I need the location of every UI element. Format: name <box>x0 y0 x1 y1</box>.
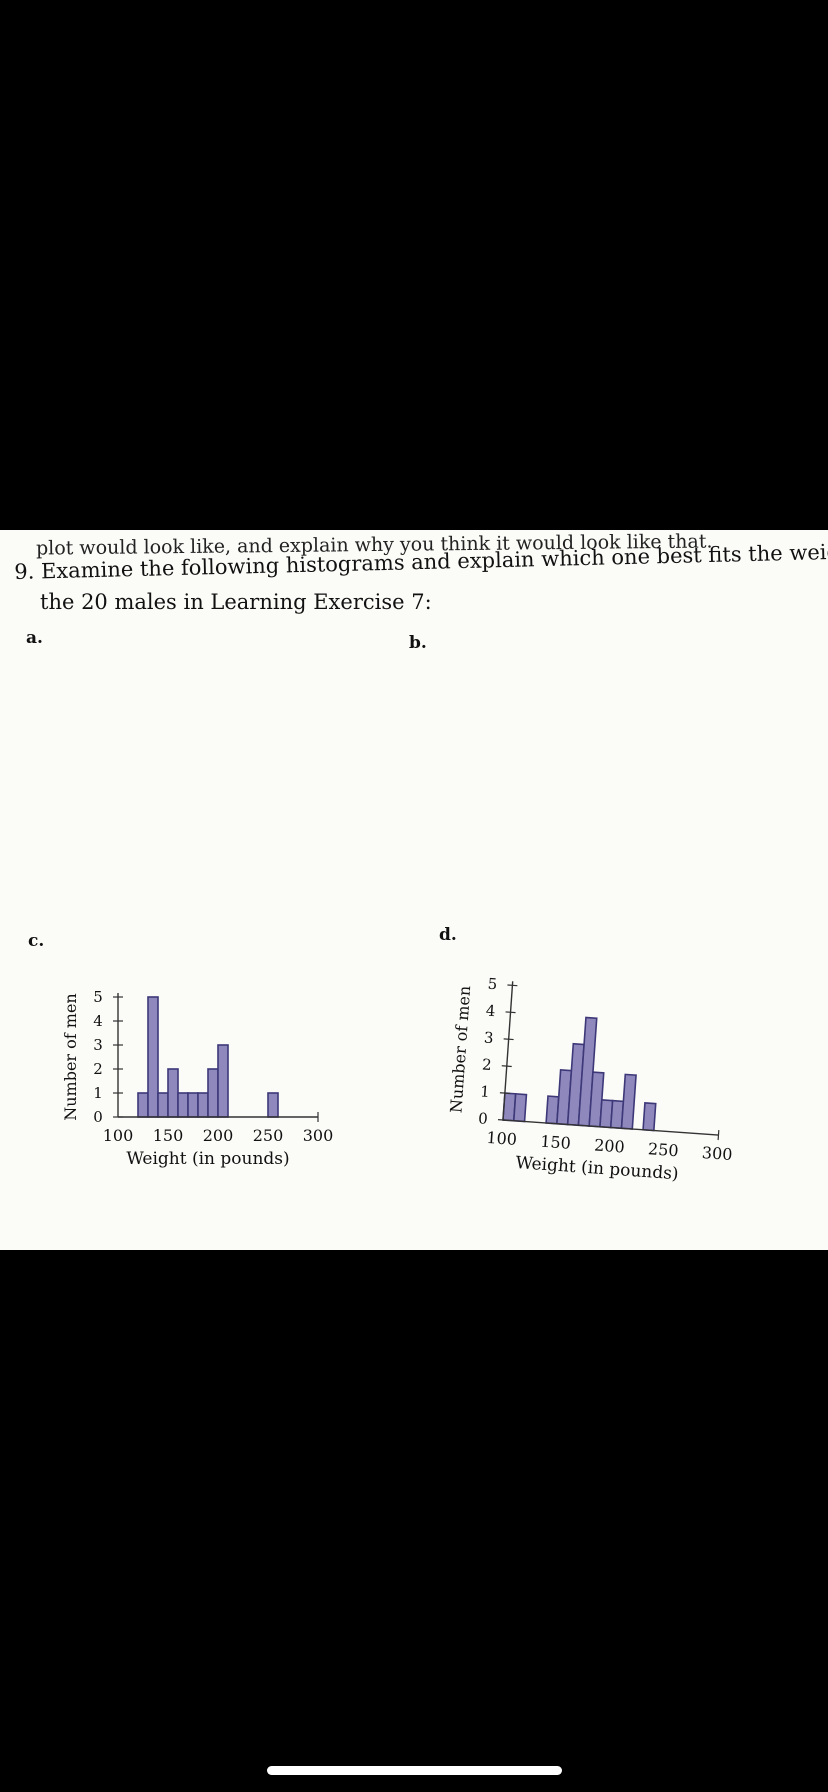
histogram-bar <box>512 1092 528 1123</box>
x-axis <box>502 1119 719 1136</box>
x-tick-label: 200 <box>203 1126 234 1145</box>
y-tick <box>499 1092 510 1095</box>
x-tick-label: 100 <box>486 1128 518 1149</box>
x-tick-label: 300 <box>701 1143 733 1164</box>
histogram-bar <box>177 1092 189 1118</box>
histogram-bar <box>217 1044 229 1118</box>
y-tick-label: 1 <box>480 1082 491 1101</box>
x-tick-label: 300 <box>303 1126 334 1145</box>
y-tick-label: 2 <box>481 1055 492 1074</box>
panel-label: d. <box>439 925 457 945</box>
y-tick <box>507 984 518 987</box>
y-tick-label: 1 <box>93 1084 103 1102</box>
histogram-bar <box>187 1092 199 1118</box>
y-tick <box>503 1038 514 1041</box>
question-number: 9. <box>14 559 35 584</box>
panel-label: c. <box>28 931 44 951</box>
y-tick-label: 3 <box>93 1036 103 1054</box>
y-tick <box>501 1065 512 1068</box>
x-tick-label: 150 <box>153 1126 184 1145</box>
y-tick-label: 5 <box>93 988 103 1006</box>
x-tick-label: 100 <box>103 1126 134 1145</box>
y-tick-label: 0 <box>93 1108 103 1126</box>
y-axis-label: Number of men <box>61 993 80 1121</box>
y-axis-label: Number of men <box>446 985 474 1114</box>
histogram-bar <box>157 1092 169 1118</box>
panel-label: a. <box>26 628 43 648</box>
y-tick <box>497 1119 509 1121</box>
histogram-bar <box>207 1068 219 1118</box>
histogram-bar <box>147 996 159 1118</box>
histogram-3: 0 1 2 3 4 5 100 150 200 250 300 Weight (in pounds) N… <box>61 988 333 1169</box>
histogram-bar <box>642 1102 657 1132</box>
y-tick-label: 0 <box>478 1109 489 1128</box>
y-tick-label: 5 <box>487 975 498 994</box>
home-indicator[interactable] <box>267 1766 562 1775</box>
x-axis-label: Weight (in pounds) <box>126 1149 289 1169</box>
y-axis <box>502 981 514 1121</box>
histogram-bar <box>167 1068 179 1118</box>
y-tick-label: 3 <box>483 1028 494 1047</box>
y-tick-label: 2 <box>93 1060 103 1078</box>
question-9-line-2: the 20 males in Learning Exercise 7: <box>40 590 432 614</box>
y-tick <box>505 1011 516 1014</box>
histogram-bar <box>137 1092 149 1118</box>
x-tick-label: 250 <box>647 1139 679 1160</box>
histogram-bar <box>267 1092 279 1118</box>
textbook-page-photo: plot would look like, and explain why yo… <box>0 288 828 1250</box>
y-tick-label: 4 <box>485 1002 496 1021</box>
histogram-bar <box>620 1073 637 1130</box>
histogram-bar <box>197 1092 209 1118</box>
x-tick-label: 150 <box>540 1132 572 1153</box>
y-tick-label: 4 <box>93 1012 103 1030</box>
panel-label: b. <box>409 633 427 653</box>
x-tick-label: 250 <box>253 1126 284 1145</box>
x-tick <box>717 1130 720 1141</box>
x-tick-label: 200 <box>594 1135 626 1156</box>
